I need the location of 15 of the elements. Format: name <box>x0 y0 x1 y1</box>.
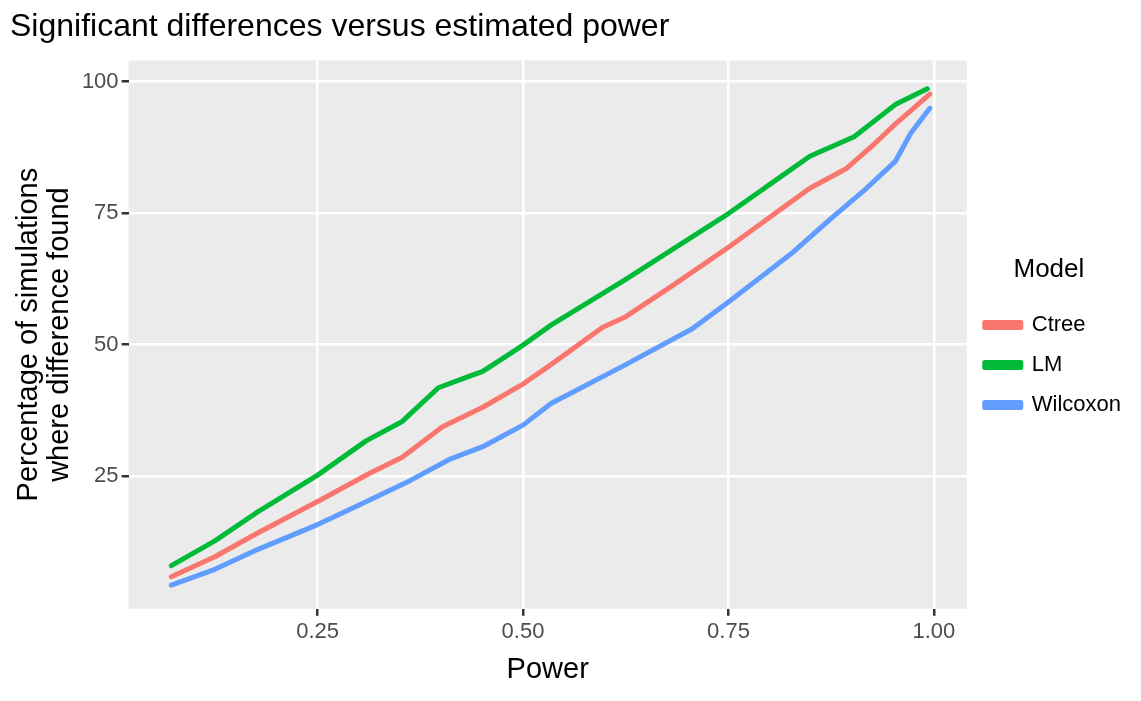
y-tick-label: 100 <box>81 67 119 93</box>
x-tick-label: 0.50 <box>501 618 545 644</box>
x-tick-label: 1.00 <box>912 618 956 644</box>
legend-label: Ctree <box>1031 311 1086 337</box>
y-tick-label: 75 <box>94 199 119 225</box>
legend-label: Wilcoxon <box>1031 391 1121 417</box>
y-axis-title: Percentage of simulations where difference found <box>11 167 74 502</box>
chart-title: Significant differences versus estimated power <box>10 7 670 44</box>
x-tick-label: 0.25 <box>296 618 340 644</box>
x-axis-title: Power <box>506 651 590 684</box>
legend-title: Model <box>1013 253 1085 284</box>
x-tick-label: 0.75 <box>707 618 750 644</box>
legend-label: LM <box>1031 351 1063 377</box>
y-tick-label: 25 <box>94 462 119 488</box>
y-tick-label: 50 <box>94 330 119 356</box>
